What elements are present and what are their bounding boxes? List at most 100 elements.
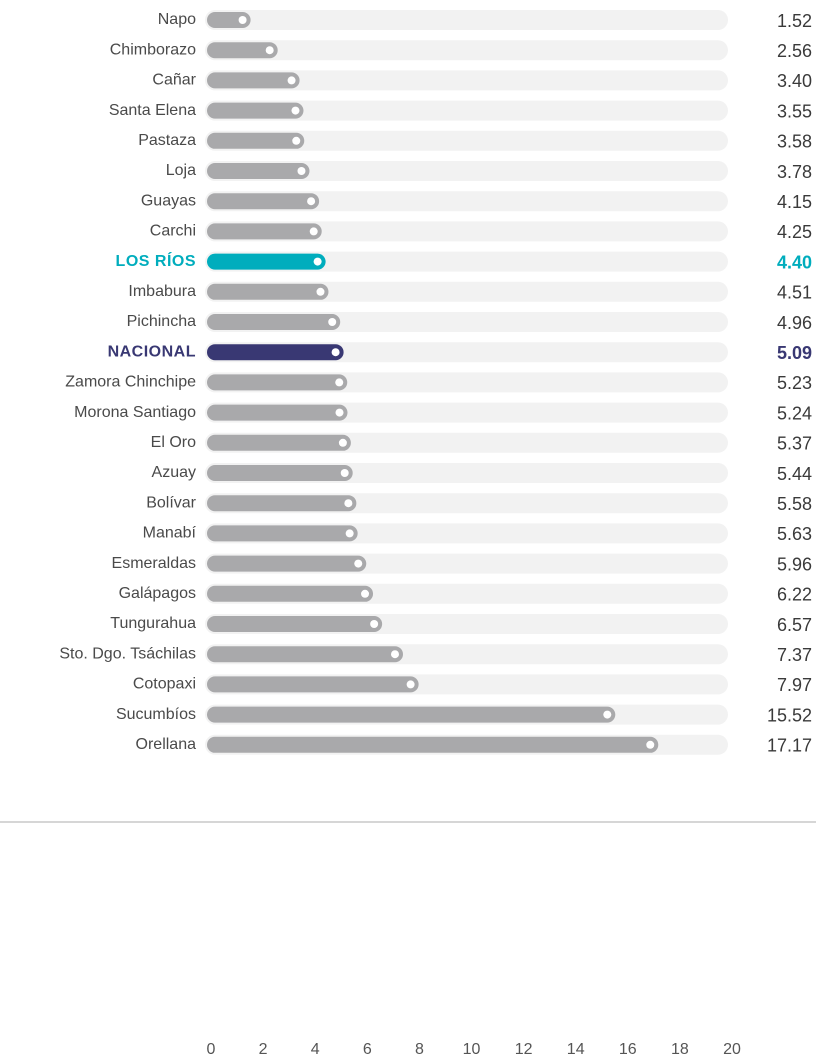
- category-label: Pastaza: [138, 132, 196, 149]
- x-tick-label: 14: [567, 1041, 585, 1058]
- bar-end-dot: [370, 620, 379, 628]
- x-tick-label: 2: [259, 1041, 268, 1058]
- bar-end-dot: [328, 318, 337, 326]
- category-label: Tungurahua: [110, 615, 196, 632]
- bar-end-dot: [297, 167, 306, 175]
- bar: [207, 132, 305, 149]
- x-tick-label: 8: [415, 1041, 424, 1058]
- bar: [207, 585, 374, 602]
- bar: [207, 555, 367, 572]
- bar-track: [205, 10, 728, 30]
- bar: [207, 374, 348, 391]
- bar: [207, 344, 344, 361]
- bar-end-dot: [338, 438, 347, 447]
- category-label: Imbabura: [128, 283, 196, 300]
- bar-end-dot: [344, 499, 353, 508]
- bar: [207, 102, 304, 119]
- bar-end-dot: [335, 408, 344, 417]
- bar: [207, 223, 322, 240]
- bar: [207, 314, 341, 330]
- x-tick-label: 10: [463, 1041, 481, 1058]
- bar: [207, 163, 310, 179]
- bar: [207, 434, 351, 451]
- bar-track: [205, 100, 728, 121]
- bar: [207, 42, 278, 59]
- value-label: 15.52: [767, 705, 812, 725]
- bar: [207, 525, 358, 542]
- value-label: 4.40: [777, 252, 812, 272]
- x-tick-label: 12: [515, 1041, 533, 1058]
- value-label: 6.57: [777, 615, 812, 635]
- bar: [207, 736, 659, 753]
- bar: [207, 72, 300, 89]
- value-label: 3.40: [777, 71, 812, 91]
- category-label: Azuay: [152, 464, 196, 481]
- value-label: 4.96: [777, 313, 812, 333]
- value-label: 7.97: [777, 675, 812, 695]
- bar-end-dot: [361, 589, 370, 598]
- value-label: 5.24: [777, 403, 812, 423]
- bar-end-dot: [340, 469, 349, 477]
- bar-track: [205, 130, 728, 151]
- bar-end-dot: [331, 348, 340, 357]
- category-label: Chimborazo: [110, 41, 196, 58]
- category-label: Morona Santiago: [74, 404, 196, 421]
- category-label: Guayas: [141, 192, 196, 209]
- category-label: LOS RÍOS: [116, 251, 196, 270]
- value-label: 5.63: [777, 524, 812, 544]
- value-label: 17.17: [767, 736, 812, 756]
- bar-end-dot: [265, 46, 274, 55]
- bar: [207, 616, 383, 632]
- bar-track: [205, 70, 728, 91]
- bar-end-dot: [313, 257, 322, 266]
- value-label: 4.25: [777, 222, 812, 242]
- category-label: Carchi: [150, 223, 196, 240]
- bar-end-dot: [354, 559, 363, 568]
- category-label: Sto. Dgo. Tsáchilas: [59, 645, 196, 662]
- value-label: 4.15: [777, 192, 812, 212]
- category-label: Sucumbíos: [116, 706, 196, 723]
- bar: [207, 676, 419, 693]
- value-label: 5.09: [777, 343, 812, 363]
- bar: [207, 706, 616, 723]
- x-tick-label: 4: [311, 1041, 320, 1058]
- value-label: 1.52: [777, 11, 812, 31]
- category-label: Manabí: [143, 525, 197, 542]
- bar: [207, 495, 357, 512]
- value-label: 5.44: [777, 464, 812, 484]
- bar-track: [205, 161, 728, 181]
- x-tick-label: 16: [619, 1041, 637, 1058]
- bar-end-dot: [316, 287, 325, 296]
- bar-end-dot: [646, 740, 655, 749]
- category-label: NACIONAL: [108, 343, 196, 360]
- bar-end-dot: [309, 227, 318, 236]
- bar: [207, 283, 329, 300]
- bar: [207, 465, 353, 481]
- bar-end-dot: [603, 710, 612, 719]
- value-label: 5.37: [777, 434, 812, 454]
- bar-track: [205, 251, 728, 272]
- category-label: Orellana: [136, 736, 197, 753]
- x-tick-label: 18: [671, 1041, 689, 1058]
- bar-track: [205, 221, 728, 242]
- category-label: Cotopaxi: [133, 676, 196, 693]
- bar-end-dot: [406, 680, 415, 689]
- value-label: 3.78: [777, 162, 812, 182]
- bar-end-dot: [287, 76, 296, 85]
- category-label: Bolívar: [146, 494, 196, 511]
- bar-track: [205, 281, 728, 302]
- value-label: 5.23: [777, 373, 812, 393]
- value-label: 5.96: [777, 554, 812, 574]
- value-label: 3.58: [777, 132, 812, 152]
- category-label: Esmeraldas: [112, 555, 196, 572]
- bar-track: [205, 191, 728, 212]
- category-label: Loja: [166, 162, 196, 179]
- x-tick-label: 0: [207, 1041, 216, 1058]
- bar-end-dot: [307, 197, 316, 206]
- category-label: Napo: [158, 11, 196, 28]
- value-label: 6.22: [777, 585, 812, 605]
- category-label: Santa Elena: [109, 102, 196, 119]
- bar-end-dot: [292, 136, 301, 145]
